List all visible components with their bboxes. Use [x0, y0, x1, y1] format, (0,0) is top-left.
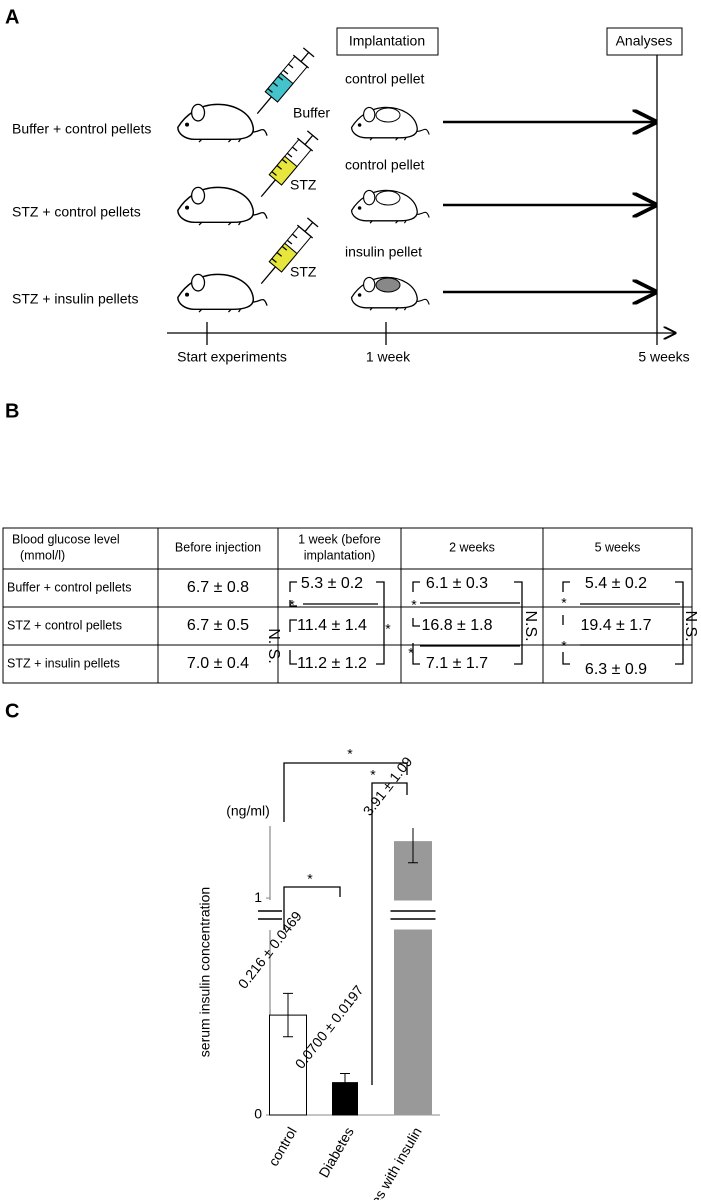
cell: 11.2 ± 1.2	[297, 655, 367, 672]
header-cell: Blood glucose level	[12, 532, 120, 546]
y-tick-label: 1	[254, 889, 262, 905]
timeline-ticks	[206, 322, 387, 345]
sig-bracket	[371, 782, 408, 1085]
bar	[394, 841, 432, 1116]
x-tick-label: control	[265, 1124, 300, 1168]
significance: *	[408, 645, 414, 661]
cell: 5.3 ± 0.2	[301, 575, 363, 592]
injection-label: Buffer	[293, 105, 330, 121]
box	[336, 27, 439, 56]
bar-break	[390, 910, 436, 920]
mouse	[177, 103, 268, 143]
error-bar	[408, 828, 418, 864]
significance: *	[307, 871, 313, 887]
group-label: STZ + control pellets	[12, 204, 141, 220]
row-label: Buffer + control pellets	[7, 580, 132, 594]
cell: 7.1 ± 1.7	[426, 655, 488, 672]
not-significant: N. S.	[265, 628, 282, 664]
error-bar	[340, 1073, 350, 1093]
syringe	[256, 47, 315, 115]
box	[606, 27, 683, 56]
cell: 19.4 ± 1.7	[580, 617, 651, 634]
header-cell: implantation)	[304, 548, 376, 562]
cell: 6.7 ± 0.5	[187, 617, 249, 634]
significance: *	[289, 597, 295, 613]
syringe	[260, 130, 319, 198]
y-axis-label: serum insulin concentration	[197, 887, 213, 1057]
x-tick-label: Diabetes	[315, 1124, 356, 1180]
error-bar	[283, 992, 293, 1038]
pellet	[375, 107, 401, 123]
header-cell: 1 week (before	[298, 532, 381, 546]
header-cell: 5 weeks	[595, 540, 641, 554]
pellet	[375, 190, 401, 206]
scale	[260, 217, 319, 285]
implantation: Implantation	[349, 33, 425, 49]
not-significant: N.S.	[522, 610, 539, 641]
significance: *	[561, 638, 567, 654]
pellet-label: control pellet	[345, 157, 424, 173]
panel-label: B	[5, 400, 19, 422]
cell: 5.4 ± 0.2	[585, 575, 647, 592]
not-significant: N.S.	[682, 610, 699, 641]
cell: 6.3 ± 0.9	[585, 661, 647, 678]
mouse	[177, 186, 268, 226]
syringe	[260, 217, 319, 285]
axis-break	[258, 910, 282, 920]
analyses: Analyses	[616, 33, 673, 49]
table-border	[2, 527, 693, 684]
timeline-label: 1 week	[366, 349, 411, 365]
unit-label: (ng/ml)	[226, 803, 270, 819]
row-label: STZ + insulin pellets	[7, 656, 120, 670]
group-label: STZ + insulin pellets	[12, 291, 138, 307]
cell: 6.1 ± 0.3	[426, 575, 488, 592]
pellet-label: control pellet	[345, 71, 424, 87]
significance: *	[561, 595, 567, 611]
scale	[260, 130, 319, 198]
cell: 6.7 ± 0.8	[187, 579, 249, 596]
brackets	[289, 581, 684, 665]
sig-bracket	[283, 886, 341, 930]
injection-label: STZ	[290, 264, 317, 280]
cell: 16.8 ± 1.8	[421, 617, 492, 634]
significance: *	[370, 767, 376, 783]
cell: 11.4 ± 1.4	[297, 617, 367, 634]
timeline-label: 5 weeks	[638, 349, 689, 365]
injection-label: STZ	[290, 177, 317, 193]
pellet	[375, 277, 401, 293]
cell: 7.0 ± 0.4	[187, 655, 249, 672]
significance: *	[411, 597, 417, 613]
y-tick-label: 0	[254, 1106, 262, 1122]
panel-label: C	[5, 700, 19, 722]
header-cell: 2 weeks	[449, 540, 495, 554]
timeline-label: Start experiments	[177, 349, 287, 365]
table: Blood glucose level (mmol/l) Before inject…	[2, 527, 693, 684]
sig-bracket	[283, 762, 408, 822]
groups: Buffer + control pellets Buffer control pe…	[12, 47, 655, 313]
scale	[256, 47, 315, 115]
panel-label: A	[5, 6, 19, 28]
row-label: STZ + control pellets	[7, 618, 122, 632]
header-cell: Before injection	[175, 540, 261, 554]
x-tick-label: Diabetes with insulin	[347, 1124, 425, 1200]
header-cell: (mmol/l)	[20, 548, 65, 562]
group-label: Buffer + control pellets	[12, 121, 151, 137]
significance: *	[347, 746, 353, 762]
significance: *	[385, 621, 391, 637]
mouse	[177, 273, 268, 313]
pellet-label: insulin pellet	[345, 244, 422, 260]
